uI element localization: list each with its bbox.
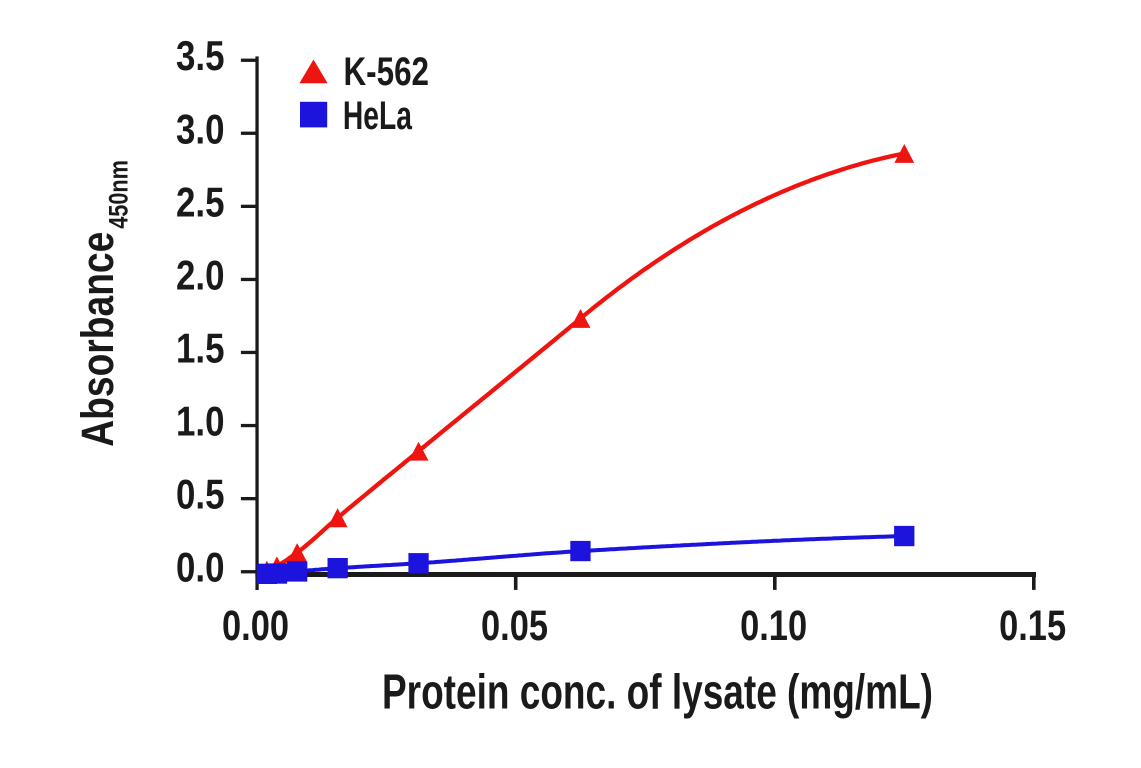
svg-text:0.5: 0.5: [176, 471, 225, 518]
svg-text:0.05: 0.05: [481, 602, 548, 650]
svg-text:Absorbance: Absorbance: [72, 232, 123, 447]
svg-text:1.5: 1.5: [176, 325, 225, 372]
svg-text:0.00: 0.00: [222, 602, 289, 650]
svg-text:0.15: 0.15: [999, 602, 1066, 650]
svg-text:450nm: 450nm: [103, 160, 133, 229]
svg-text:2.0: 2.0: [176, 251, 225, 298]
svg-text:0.10: 0.10: [740, 602, 807, 650]
svg-text:HeLa: HeLa: [343, 94, 413, 138]
svg-text:2.5: 2.5: [176, 178, 225, 225]
svg-text:0.0: 0.0: [176, 544, 225, 591]
svg-text:3.0: 3.0: [176, 105, 225, 152]
svg-text:K-562: K-562: [344, 50, 430, 94]
svg-text:3.5: 3.5: [176, 32, 225, 79]
svg-text:1.0: 1.0: [176, 398, 225, 445]
svg-text:Protein conc. of lysate (mg/mL: Protein conc. of lysate (mg/mL): [382, 665, 933, 720]
